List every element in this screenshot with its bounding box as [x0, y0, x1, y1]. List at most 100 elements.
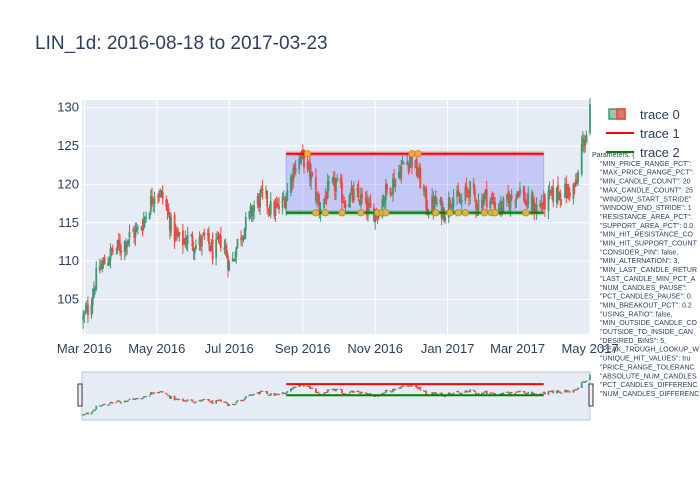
parameter-line: "PCT_CANDLES_PAUSE": 0.	[600, 294, 693, 301]
support-hit-marker	[491, 209, 499, 217]
candle-body	[333, 178, 336, 192]
candle-body	[301, 150, 304, 152]
candle-body	[530, 193, 533, 210]
candle-body	[200, 235, 203, 247]
mini-candle	[234, 403, 237, 406]
candle-body	[498, 208, 501, 210]
candle-body	[316, 194, 318, 202]
parameter-line: "MIN_OUTSIDE_CANDLE_CO	[600, 320, 698, 327]
candle-body	[267, 208, 270, 210]
candle-body	[577, 172, 580, 182]
candle-body	[174, 231, 177, 239]
range-slider-left-handle[interactable]	[77, 383, 83, 407]
candle-body	[249, 206, 252, 210]
candle-body	[414, 160, 417, 168]
mini-candle	[522, 391, 525, 393]
legend[interactable]: trace 0 trace 1 trace 2	[606, 107, 680, 160]
mini-candle	[248, 394, 251, 397]
candle-body	[365, 199, 368, 214]
mini-candle	[243, 398, 246, 401]
mini-candle	[500, 393, 502, 395]
mini-candle	[256, 392, 259, 394]
candle-body	[185, 242, 188, 244]
mini-candle	[310, 387, 312, 390]
mini-candle	[369, 393, 372, 395]
parameter-line: "CONSIDER_PIN": false,	[600, 249, 678, 256]
candle-body	[107, 262, 110, 267]
candle-body	[559, 193, 562, 201]
parameter-line: "WINDOW_END_STRIDE": 1	[600, 205, 692, 212]
candle-body	[132, 230, 134, 232]
mini-candle	[200, 399, 203, 402]
mini-candle	[539, 393, 542, 395]
candle-body	[427, 213, 430, 216]
mini-candle	[218, 399, 221, 401]
mini-candle	[153, 392, 156, 394]
support-hit-marker	[382, 209, 390, 217]
candle-body	[192, 247, 195, 252]
candle-body	[352, 189, 355, 201]
candle-body	[125, 242, 127, 250]
candle-body	[135, 227, 138, 231]
mini-candle	[327, 389, 330, 391]
mini-candle	[508, 392, 511, 395]
candle-body	[549, 190, 552, 194]
legend-label-trace-1: trace 1	[640, 126, 680, 141]
mini-candle	[198, 399, 201, 402]
candle-body	[193, 249, 196, 254]
mini-candle	[484, 390, 487, 393]
mini-candle	[331, 389, 334, 391]
mini-candle	[98, 405, 101, 407]
candle-body	[349, 193, 352, 202]
candle-body	[228, 261, 231, 271]
candle-body	[383, 198, 386, 204]
candle-body	[110, 247, 113, 251]
candle-body	[223, 247, 226, 250]
mini-candle	[475, 392, 477, 395]
mini-candle	[140, 398, 143, 400]
mini-candle	[110, 401, 113, 403]
candle-body	[374, 210, 377, 223]
parameter-line: "DESIRED_BINS": 5,	[600, 338, 666, 345]
mini-candle	[324, 392, 327, 394]
mini-candle	[127, 400, 130, 402]
mini-candle	[275, 393, 278, 395]
mini-candle	[519, 390, 521, 392]
candle-body	[326, 182, 329, 199]
mini-candle	[580, 382, 583, 388]
mini-candle	[116, 400, 119, 402]
candle-body	[532, 198, 534, 210]
candle-body	[500, 201, 502, 211]
candle-body	[368, 202, 371, 204]
mini-candle	[82, 414, 85, 416]
candle-body	[382, 199, 385, 203]
mini-candle	[211, 400, 214, 404]
candle-body	[459, 202, 462, 204]
mini-candle	[244, 395, 247, 399]
mini-candle	[555, 390, 558, 394]
mini-candle	[125, 400, 127, 403]
candle-body	[350, 187, 353, 192]
mini-candle	[543, 391, 546, 395]
candles-layer[interactable]	[82, 97, 591, 329]
support-hit-marker	[321, 209, 329, 217]
range-slider-right-handle[interactable]	[588, 383, 594, 407]
x-tick-label: Mar 2016	[57, 341, 112, 356]
candle-body	[183, 239, 185, 244]
candle-body	[291, 178, 293, 183]
candle-body	[142, 219, 145, 229]
mini-candle	[469, 389, 472, 393]
mini-candle	[316, 391, 318, 394]
mini-candle	[227, 403, 229, 406]
mini-candle	[225, 402, 228, 404]
mini-candle	[564, 389, 566, 393]
candle-body	[190, 235, 193, 237]
candle-body	[469, 181, 472, 197]
candle-body	[525, 201, 527, 205]
mini-candle	[343, 393, 346, 395]
candle-body	[447, 197, 450, 218]
candle-body	[357, 188, 360, 198]
candle-body	[265, 191, 267, 193]
mini-candle	[551, 390, 553, 392]
